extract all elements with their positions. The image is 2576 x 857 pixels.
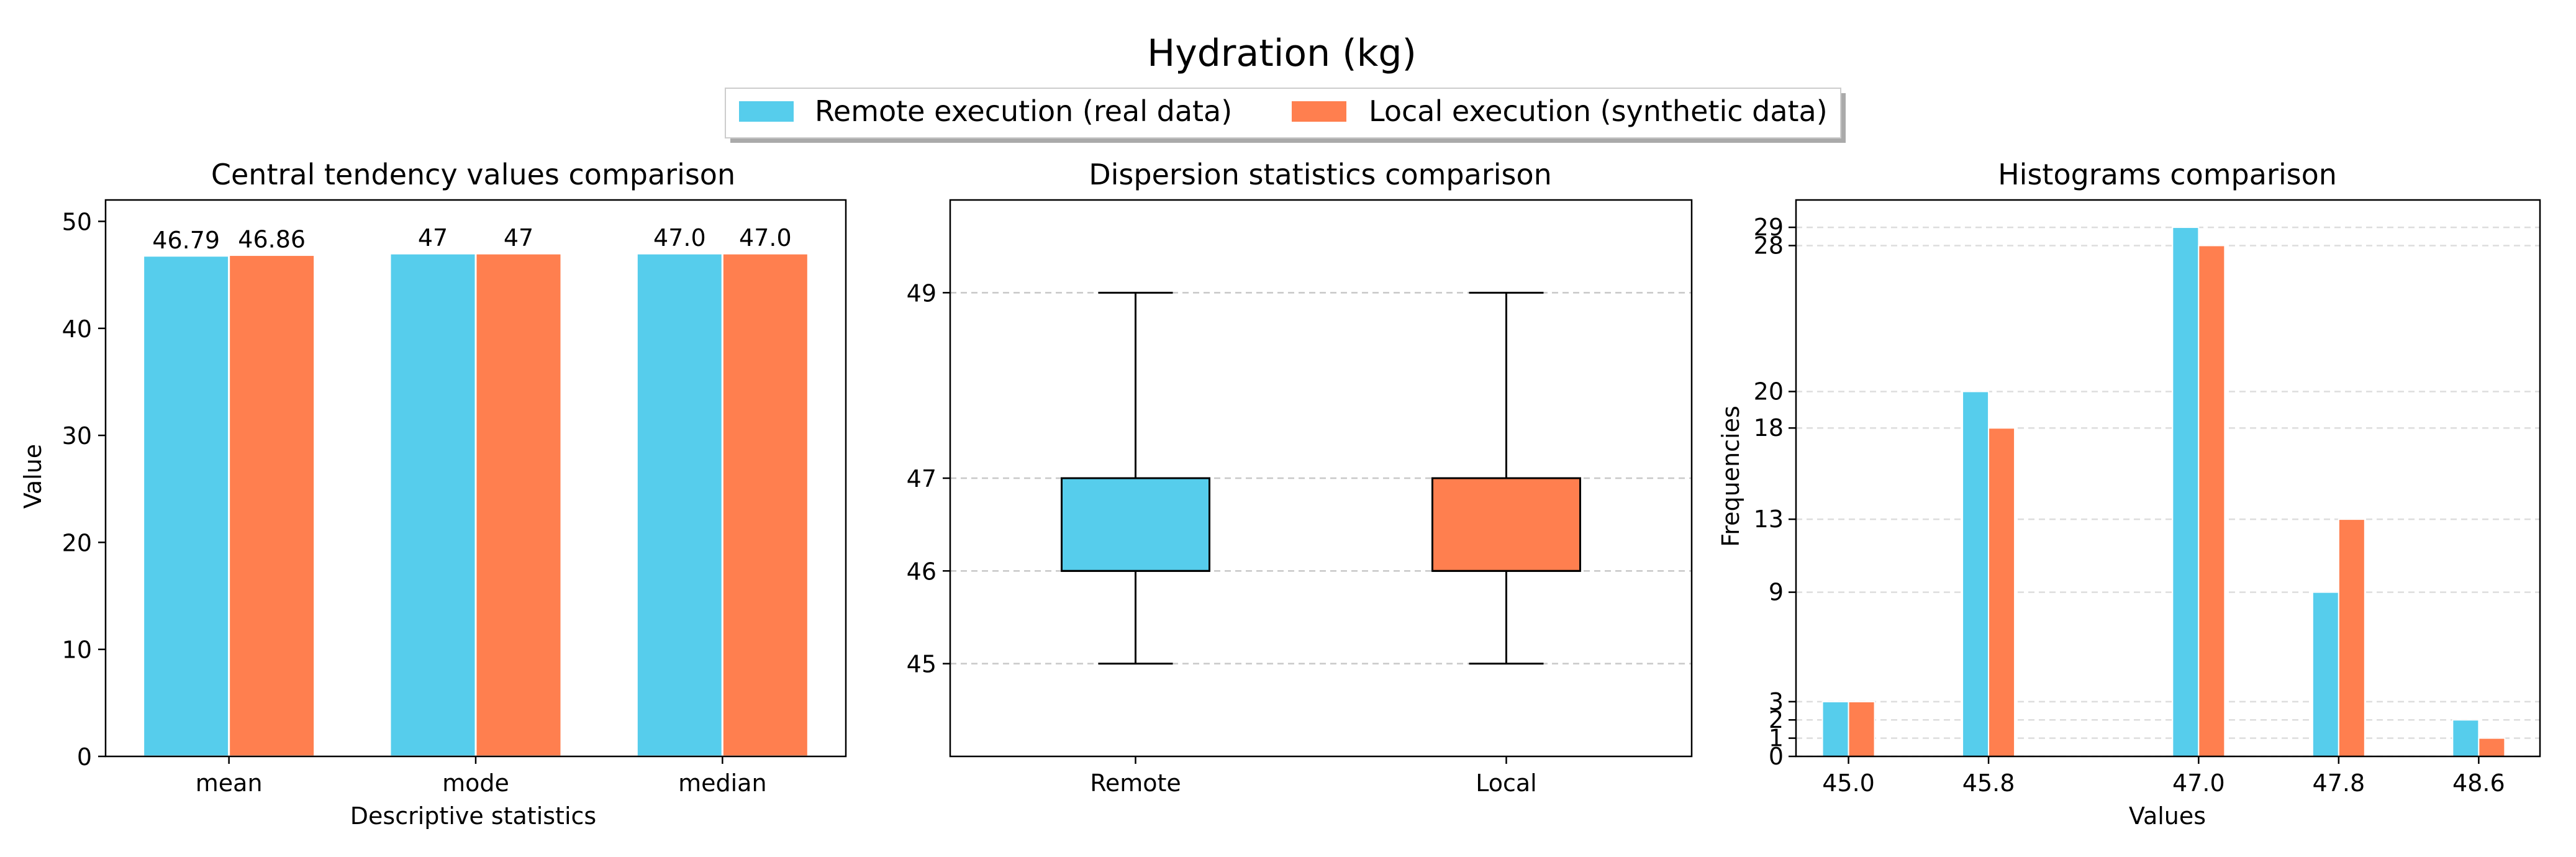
histogram-bar-local	[2338, 519, 2365, 758]
xtick-label: Remote	[1090, 769, 1181, 797]
bar-value-label: 47.0	[653, 224, 706, 252]
bar-mean-local	[228, 254, 316, 758]
box-remote	[1061, 477, 1210, 572]
bar-value-label: 47	[418, 224, 448, 252]
bar-value-label: 46.79	[152, 227, 220, 254]
legend-swatch-remote	[739, 101, 794, 122]
bar-mean-remote	[142, 255, 230, 758]
histogram-bar-remote	[2311, 591, 2339, 757]
histogram-bar-remote	[1962, 391, 1990, 757]
bar-median-local	[721, 252, 809, 758]
axes-frame	[1795, 199, 2541, 758]
histogram-bar-remote	[2172, 227, 2200, 758]
histogram-chart: Histograms comparison Frequencies Values…	[1717, 158, 2541, 830]
ytick-label: 9	[1769, 579, 1784, 606]
ytick-label: 47	[907, 465, 937, 492]
ytick-label: 2	[1769, 706, 1784, 733]
ytick-label: 40	[62, 315, 92, 343]
bar-mode-local	[474, 252, 563, 758]
histogram-bar-remote	[1821, 701, 1849, 758]
bar-median-remote	[635, 252, 723, 758]
ytick-label: 46	[907, 558, 937, 585]
ytick-label: 45	[907, 651, 937, 678]
ytick-label: 20	[62, 529, 92, 556]
ytick-label: 50	[62, 208, 92, 235]
bar-value-label: 47.0	[739, 224, 792, 252]
histogram-bar-local	[2478, 737, 2506, 757]
ytick-label: 20	[1754, 378, 1784, 405]
legend: Remote execution (real data) Local execu…	[725, 88, 1846, 143]
xtick-label: Local	[1476, 769, 1537, 797]
ytick-label: 29	[1754, 214, 1784, 241]
ytick-label: 3	[1769, 688, 1784, 715]
axes-frame	[949, 199, 1693, 758]
bar-value-label: 46.86	[238, 226, 306, 253]
dispersion-title: Dispersion statistics comparison	[1089, 158, 1552, 191]
histogram-bar-local	[2198, 245, 2226, 757]
xtick-label: 45.0	[1822, 769, 1875, 797]
ytick-label: 0	[1769, 743, 1784, 770]
legend-label-remote: Remote execution (real data)	[815, 94, 1232, 128]
ytick-label: 28	[1754, 232, 1784, 259]
xtick-label: 45.8	[1962, 769, 2015, 797]
legend-swatch-local	[1292, 101, 1346, 122]
xtick-label: mode	[442, 769, 509, 797]
legend-label-local: Local execution (synthetic data)	[1369, 94, 1828, 128]
ytick-label: 1	[1769, 725, 1784, 752]
histogram-bar-local	[1848, 701, 1875, 758]
ytick-label: 30	[62, 422, 92, 450]
central-tendency-ylabel: Value	[19, 444, 47, 509]
xtick-label: 48.6	[2452, 769, 2505, 797]
central-tendency-xlabel: Descriptive statistics	[350, 802, 596, 830]
figure-title: Hydration (kg)	[1147, 32, 1417, 75]
histogram-title: Histograms comparison	[1998, 158, 2337, 191]
xtick-label: 47.0	[2172, 769, 2225, 797]
histogram-xlabel: Values	[2129, 802, 2206, 830]
bar-mode-remote	[389, 252, 477, 758]
box-local	[1431, 477, 1581, 572]
ytick-label: 18	[1754, 414, 1784, 442]
legend-frame	[725, 88, 1841, 138]
histogram-bar-remote	[2452, 719, 2480, 757]
xtick-label: mean	[196, 769, 263, 797]
ytick-label: 49	[907, 279, 937, 307]
dispersion-chart: Dispersion statistics comparison 45 46 47 4…	[907, 158, 1693, 797]
xtick-label: 47.8	[2313, 769, 2365, 797]
histogram-bar-local	[1988, 427, 2016, 757]
central-tendency-title: Central tendency values comparison	[211, 158, 735, 191]
ytick-label: 10	[62, 637, 92, 664]
bar-value-label: 47	[504, 224, 533, 252]
ytick-label: 0	[77, 743, 92, 771]
histogram-ylabel: Frequencies	[1717, 406, 1744, 547]
central-tendency-chart: Central tendency values comparison Value…	[19, 158, 847, 830]
axes-frame	[104, 199, 847, 758]
ytick-label: 13	[1754, 506, 1784, 533]
xtick-label: median	[678, 769, 766, 797]
